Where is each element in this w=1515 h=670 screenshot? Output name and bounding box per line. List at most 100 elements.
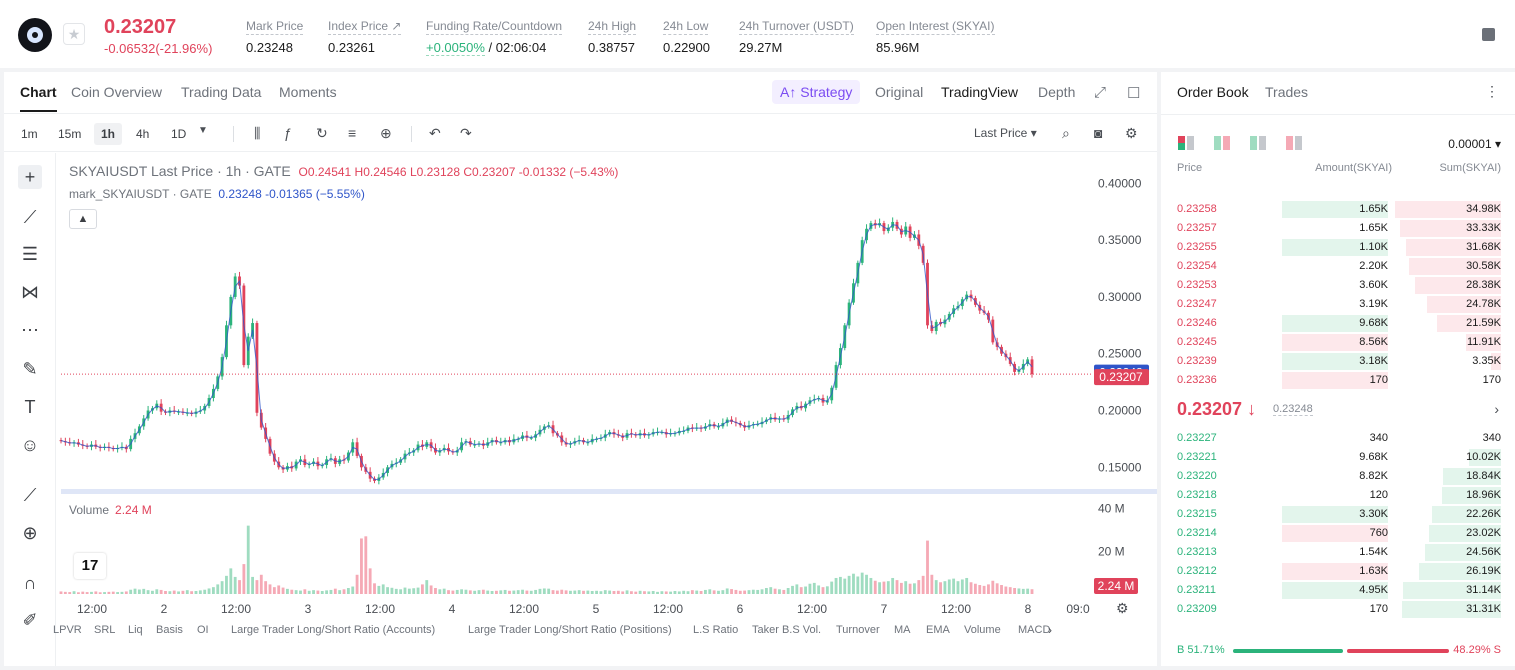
- pattern-icon[interactable]: ⋈: [21, 282, 39, 302]
- volume-bar: [577, 590, 581, 594]
- view-tradingview[interactable]: TradingView: [941, 84, 1019, 100]
- indicator-item[interactable]: Basis: [156, 624, 183, 636]
- chevron-right-icon[interactable]: ›: [1494, 401, 1499, 417]
- timeframe-1d[interactable]: 1D: [171, 127, 187, 141]
- timeframe-4h[interactable]: 4h: [136, 127, 150, 141]
- volume-bar: [272, 587, 276, 594]
- bid-row[interactable]: 0.23215 3.30K 22.26K: [1161, 505, 1515, 524]
- ai-icon: A↑: [780, 84, 801, 100]
- price-chart[interactable]: 0.40000 0.35000 0.30000 0.25000 0.20000 0.150…: [4, 72, 1157, 666]
- indicator-item[interactable]: Liq: [128, 624, 143, 636]
- list-icon[interactable]: ≡: [348, 125, 357, 141]
- candle-type-icon[interactable]: ⫼: [254, 125, 261, 141]
- bid-row[interactable]: 0.23213 1.54K 24.56K: [1161, 543, 1515, 562]
- brush-icon[interactable]: ✎: [22, 359, 38, 379]
- collapse-legend-button[interactable]: ▲: [69, 209, 97, 229]
- amount-depth-bar: [1282, 201, 1388, 218]
- tab-moments[interactable]: Moments: [279, 84, 337, 100]
- ask-row[interactable]: 0.23254 2.20K 30.58K: [1161, 257, 1515, 276]
- ask-row[interactable]: 0.23245 8.56K 11.91K: [1161, 333, 1515, 352]
- ask-row[interactable]: 0.23246 9.68K 21.59K: [1161, 314, 1515, 333]
- bid-row[interactable]: 0.23214 760 23.02K: [1161, 524, 1515, 543]
- ask-row[interactable]: 0.23239 3.18K 3.35K: [1161, 352, 1515, 371]
- ask-row[interactable]: 0.23247 3.19K 24.78K: [1161, 295, 1515, 314]
- bid-row[interactable]: 0.23209 170 31.31K: [1161, 600, 1515, 619]
- indicator-item[interactable]: Large Trader Long/Short Ratio (Positions…: [468, 624, 672, 636]
- ask-row[interactable]: 0.23236 170 170: [1161, 371, 1515, 390]
- price-source-select[interactable]: Last Price ▾: [974, 126, 1037, 140]
- indicator-item[interactable]: Large Trader Long/Short Ratio (Accounts): [231, 624, 436, 636]
- indicator-item[interactable]: MA: [894, 624, 911, 636]
- tab-chart[interactable]: Chart: [20, 84, 57, 112]
- favorite-star-icon[interactable]: ★: [63, 23, 85, 45]
- row-sum: 21.59K: [1466, 317, 1501, 329]
- axis-settings-icon[interactable]: ⚙: [1116, 600, 1129, 616]
- window-icon[interactable]: ☐: [1127, 85, 1141, 102]
- tab-coin-overview[interactable]: Coin Overview: [71, 84, 163, 100]
- indicator-scroll-right-icon[interactable]: ›: [1048, 623, 1052, 637]
- strategy-button[interactable]: A↑ Strategy: [772, 80, 861, 104]
- row-price: 0.23246: [1177, 317, 1217, 329]
- ask-row[interactable]: 0.23253 3.60K 28.38K: [1161, 276, 1515, 295]
- bid-row[interactable]: 0.23227 340 340: [1161, 429, 1515, 448]
- indicators-icon[interactable]: ƒ: [284, 125, 292, 141]
- indicator-item[interactable]: OI: [197, 624, 209, 636]
- volume-bar: [751, 589, 755, 594]
- zoom-in-icon[interactable]: ⊕: [22, 523, 38, 543]
- ruler-icon[interactable]: ⟋: [23, 485, 37, 505]
- compact-mode-icon[interactable]: [1286, 136, 1302, 150]
- bid-row[interactable]: 0.23218 120 18.96K: [1161, 486, 1515, 505]
- bid-row[interactable]: 0.23221 9.68K 10.02K: [1161, 448, 1515, 467]
- magnet-icon[interactable]: ∩: [23, 573, 37, 593]
- camera-icon[interactable]: ◙: [1094, 125, 1103, 141]
- trendline-icon[interactable]: ⟋: [23, 207, 37, 227]
- indicator-item[interactable]: Turnover: [836, 624, 880, 636]
- timeframe-1m[interactable]: 1m: [21, 127, 38, 141]
- indicator-item[interactable]: L.S Ratio: [693, 624, 739, 636]
- bid-row[interactable]: 0.23220 8.82K 18.84K: [1161, 467, 1515, 486]
- tab-trades[interactable]: Trades: [1265, 84, 1309, 100]
- tab-trading-data[interactable]: Trading Data: [181, 84, 262, 100]
- add-indicator-icon[interactable]: ⊕: [380, 125, 392, 141]
- volume-bar: [538, 588, 542, 594]
- expand-icon[interactable]: ⤢: [1094, 84, 1107, 101]
- asks-mode-icon[interactable]: [1250, 136, 1266, 150]
- volume-bar: [185, 590, 189, 594]
- timeframe-1h[interactable]: 1h: [94, 123, 123, 145]
- volume-bar: [368, 568, 372, 594]
- horizontal-lines-icon[interactable]: ☰: [21, 244, 39, 264]
- view-depth[interactable]: Depth: [1038, 84, 1076, 100]
- timeframe-dropdown-icon[interactable]: ▼: [198, 125, 208, 136]
- bid-row[interactable]: 0.23212 1.63K 26.19K: [1161, 562, 1515, 581]
- indicator-item[interactable]: SRL: [94, 624, 116, 636]
- indicator-item[interactable]: EMA: [926, 624, 950, 636]
- indicator-item[interactable]: MACD: [1018, 624, 1051, 636]
- settings-gear-icon[interactable]: ⚙: [1125, 125, 1138, 141]
- crosshair-icon[interactable]: +: [18, 165, 42, 189]
- fib-icon[interactable]: ⋯: [21, 320, 39, 340]
- ask-row[interactable]: 0.23257 1.65K 33.33K: [1161, 219, 1515, 238]
- indicator-item[interactable]: Taker B.S Vol.: [752, 624, 822, 636]
- both-sides-mode-icon[interactable]: [1178, 136, 1194, 150]
- more-options-icon[interactable]: ⋮: [1485, 83, 1499, 99]
- bids-mode-icon[interactable]: [1214, 136, 1230, 150]
- redo-icon[interactable]: ↷: [460, 125, 472, 141]
- emoji-icon[interactable]: ☺: [20, 435, 40, 455]
- timeframe-15m[interactable]: 15m: [58, 127, 82, 141]
- volume-bar: [886, 581, 890, 594]
- ask-row[interactable]: 0.23255 1.10K 31.68K: [1161, 238, 1515, 257]
- pencil-lock-icon[interactable]: ✐: [22, 610, 38, 630]
- guide-book-icon[interactable]: [1482, 28, 1495, 41]
- text-tool-icon[interactable]: T: [24, 397, 36, 417]
- view-original[interactable]: Original: [875, 84, 924, 100]
- undo-icon[interactable]: ↶: [429, 125, 441, 141]
- refresh-icon[interactable]: ↻: [316, 125, 328, 141]
- volume-bar: [1021, 588, 1025, 594]
- ask-row[interactable]: 0.23258 1.65K 34.98K: [1161, 200, 1515, 219]
- search-icon[interactable]: ⌕: [1062, 125, 1070, 141]
- precision-select[interactable]: 0.00001 ▾: [1448, 137, 1501, 151]
- indicator-item[interactable]: Volume: [964, 624, 1001, 636]
- tab-order-book[interactable]: Order Book: [1177, 84, 1249, 100]
- indicator-item[interactable]: LPVR: [53, 624, 82, 636]
- bid-row[interactable]: 0.23211 4.95K 31.14K: [1161, 581, 1515, 600]
